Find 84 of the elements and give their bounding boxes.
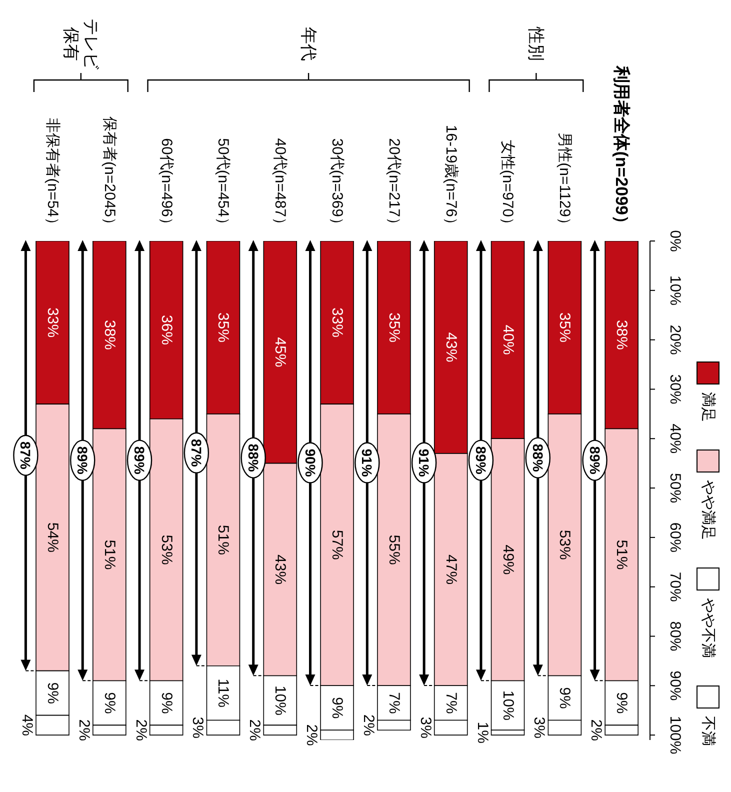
- data-label: 36%: [158, 314, 175, 345]
- annotation: 89%: [586, 446, 603, 475]
- x-tick-label: 利用者全体(n=2099）: [612, 65, 632, 232]
- data-label: 7%: [442, 692, 460, 714]
- text: 年代: [299, 27, 318, 61]
- y-tick-label: 70%: [666, 572, 684, 602]
- legend-label: 不満: [700, 716, 716, 746]
- data-label: 47%: [442, 554, 460, 585]
- data-label: 2%: [588, 719, 605, 741]
- data-label: 9%: [44, 682, 61, 704]
- annotation: 89%: [132, 446, 148, 475]
- data-label: 35%: [385, 312, 402, 342]
- y-tick-label: 90%: [666, 670, 684, 701]
- legend-label: やや満足: [700, 480, 716, 540]
- data-label: 3%: [189, 716, 206, 738]
- y-tick-label: 40%: [666, 424, 684, 454]
- y-tick-label: 10%: [666, 275, 684, 306]
- data-label: 53%: [158, 534, 175, 565]
- annotation: 89%: [74, 446, 91, 475]
- x-tick-label: 保有者(n=2045）: [100, 116, 118, 232]
- y-tick-label: 100%: [666, 716, 684, 754]
- data-label: 35%: [214, 312, 232, 342]
- data-label: 9%: [613, 692, 630, 714]
- data-label: 1%: [474, 722, 491, 744]
- data-label: 38%: [613, 320, 630, 350]
- data-label: 10%: [272, 685, 289, 716]
- y-tick-label: 60%: [666, 522, 684, 552]
- x-tick-label: 非保有者(n=54）: [44, 118, 61, 232]
- data-label: 51%: [214, 524, 232, 555]
- annotation: 88%: [245, 444, 262, 472]
- y-tick-label: 30%: [666, 374, 684, 404]
- data-label: 35%: [556, 312, 574, 342]
- data-label: 33%: [328, 308, 346, 338]
- data-label: 3%: [416, 716, 434, 738]
- data-label: 40%: [499, 324, 516, 355]
- data-label: 4%: [18, 714, 36, 736]
- data-label: 2%: [75, 719, 92, 741]
- y-tick-label: 50%: [666, 473, 684, 504]
- x-tick-label: 50代(n=454）: [214, 138, 232, 232]
- data-label: 51%: [613, 540, 630, 570]
- data-label: 7%: [385, 692, 402, 714]
- data-label: 9%: [158, 692, 175, 714]
- y-tick-label: 20%: [666, 324, 684, 355]
- annotation: 87%: [188, 438, 204, 468]
- data-label: 2%: [360, 714, 377, 736]
- data-label: 43%: [442, 332, 460, 362]
- x-tick-label: 30代(n=369）: [328, 138, 346, 232]
- annotation: 87%: [18, 441, 34, 470]
- data-label: 3%: [530, 716, 548, 738]
- data-label: 2%: [246, 719, 264, 741]
- x-tick-label: 20代(n=217）: [385, 138, 402, 232]
- x-tick-label: 男性(n=1129）: [556, 132, 574, 232]
- text: 性別: [526, 26, 546, 61]
- data-label: 57%: [328, 530, 346, 560]
- x-tick-label: 60代(n=496）: [158, 138, 175, 232]
- data-label: 55%: [385, 534, 402, 565]
- legend-label: 満足: [700, 392, 716, 422]
- data-label: 9%: [100, 692, 118, 714]
- annotation: 91%: [359, 448, 376, 478]
- data-label: 2%: [303, 724, 320, 746]
- data-label: 43%: [272, 554, 289, 585]
- annotation: 91%: [416, 448, 432, 478]
- y-tick-label: 0%: [666, 230, 684, 252]
- annotation: 89%: [472, 446, 489, 475]
- data-label: 2%: [132, 719, 150, 741]
- annotation: 88%: [530, 444, 546, 472]
- data-label: 45%: [272, 337, 289, 368]
- data-label: 33%: [44, 308, 61, 338]
- data-label: 10%: [499, 690, 516, 720]
- data-label: 54%: [44, 522, 61, 552]
- y-tick-label: 80%: [666, 621, 684, 652]
- annotation: 90%: [302, 448, 318, 478]
- data-label: 49%: [499, 544, 516, 575]
- data-label: 9%: [556, 687, 574, 709]
- x-tick-label: 40代(n=487）: [272, 138, 289, 232]
- data-label: 9%: [328, 697, 346, 719]
- data-label: 11%: [214, 678, 232, 708]
- data-label: 53%: [556, 530, 574, 560]
- x-tick-label: 女性(n=970）: [499, 140, 516, 232]
- text: テレビ保有: [61, 18, 100, 70]
- data-label: 38%: [100, 320, 118, 350]
- x-tick-label: 16-19歳(n=76）: [442, 124, 460, 232]
- data-label: 51%: [100, 540, 118, 570]
- legend-label: やや不満: [700, 598, 716, 658]
